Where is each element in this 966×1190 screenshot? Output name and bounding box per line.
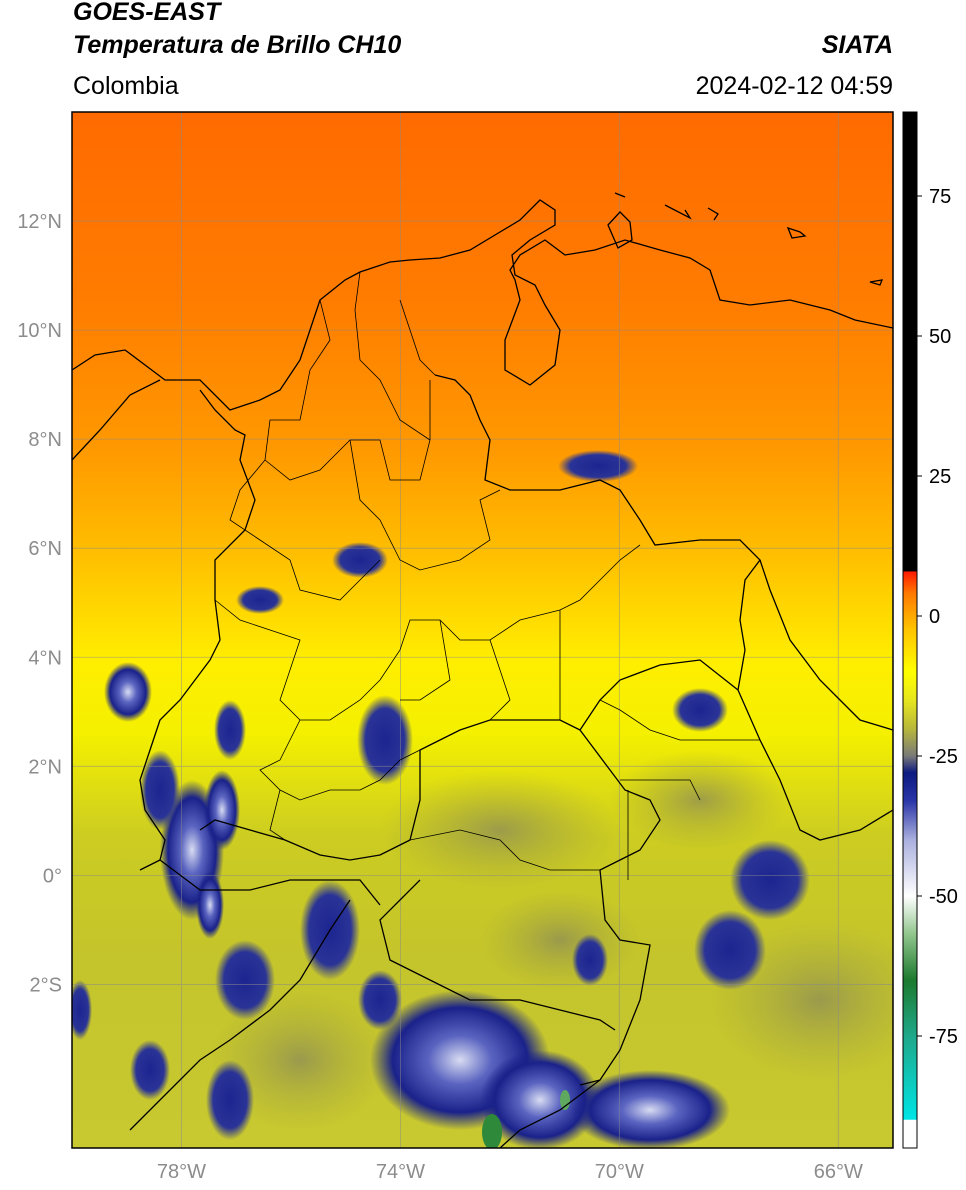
region-label: Colombia [73,72,179,100]
map-panel [72,112,893,1148]
latitude-labels: 12°N 10°N 8°N 6°N 4°N 2°N 0° 2°S [17,211,62,996]
lat-tick-label: 8°N [28,429,62,451]
colorbar-scale [902,111,918,1149]
colorbar-tick-label: -75 [929,1026,958,1048]
country-borders [72,192,893,1148]
colorbar: 75 50 25 0 -25 -50 -75 [902,111,958,1149]
lat-tick-label: 2°N [28,756,62,778]
longitude-labels: 78°W 74°W 70°W 66°W [157,1161,863,1183]
lat-tick-label: 0° [43,865,62,887]
lon-tick-label: 70°W [595,1161,644,1183]
colorbar-ticks: 75 50 25 0 -25 -50 -75 [917,186,958,1048]
colorbar-tick-label: 25 [929,466,951,488]
colorbar-tick-label: -50 [929,886,958,908]
lat-tick-label: 2°S [30,974,62,996]
datetime-label: 2024-02-12 04:59 [695,72,893,100]
map-frame [71,111,894,1149]
organization-label: SIATA [821,31,893,59]
colorbar-tick-label: 75 [929,186,951,208]
title-line-2: Temperatura de Brillo CH10 [73,31,402,59]
map-gridlines [72,112,893,1148]
title-line-1: GOES-EAST [73,0,221,26]
colorbar-tick-label: -25 [929,746,958,768]
lat-tick-label: 10°N [17,320,62,342]
lon-tick-label: 74°W [376,1161,425,1183]
colorbar-tick-label: 50 [929,326,951,348]
lat-tick-label: 6°N [28,538,62,560]
lon-tick-label: 78°W [157,1161,206,1183]
colorbar-tick-label: 0 [929,606,940,628]
department-borders [214,271,760,880]
lon-tick-label: 66°W [814,1161,863,1183]
lat-tick-label: 12°N [17,211,62,233]
deep-convection-clouds [72,450,810,1148]
lat-tick-label: 4°N [28,647,62,669]
